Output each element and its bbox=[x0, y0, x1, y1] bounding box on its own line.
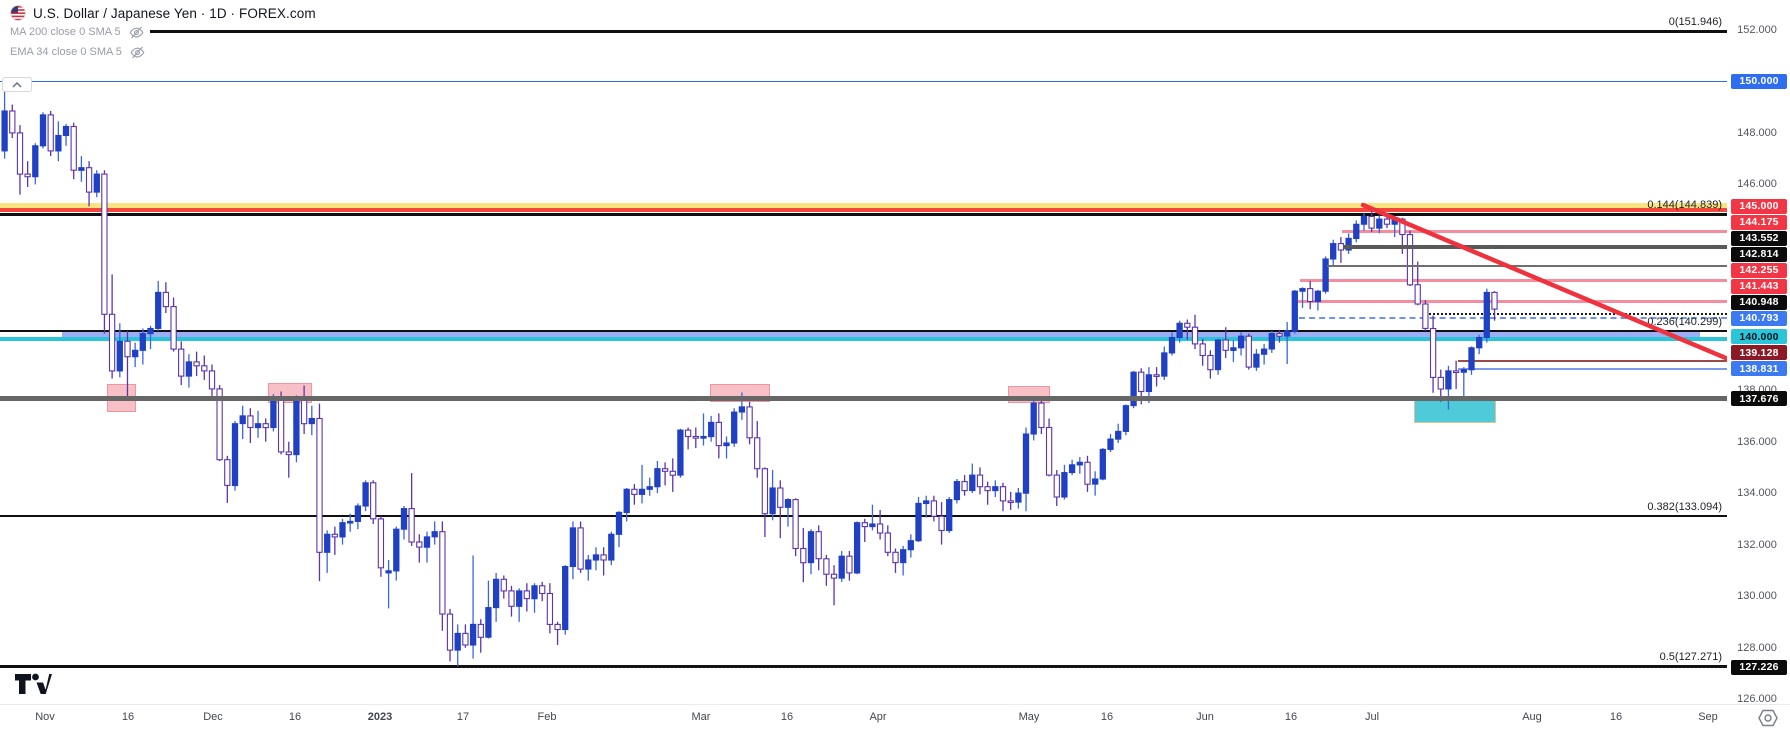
time-tick-16: 16 bbox=[780, 711, 794, 723]
price-tick-132.000: 132.000 bbox=[1737, 538, 1777, 551]
eye-off-icon[interactable] bbox=[130, 45, 145, 60]
price-axis[interactable]: 152.000150.000148.000146.000138.000136.0… bbox=[1727, 0, 1790, 705]
indicator-legend: MA 200 close 0 SMA 5 EMA 34 close 0 SMA 5 bbox=[10, 22, 149, 62]
tradingview-logo[interactable] bbox=[14, 671, 52, 697]
price-label-140.000: 140.000 bbox=[1731, 329, 1787, 345]
price-label-150.000: 150.000 bbox=[1731, 73, 1787, 89]
indicator-label: EMA 34 close 0 SMA 5 bbox=[10, 46, 122, 58]
price-label-137.676: 137.676 bbox=[1731, 391, 1787, 407]
hexagon-dot-icon[interactable] bbox=[1758, 709, 1778, 727]
time-tick-Jun: Jun bbox=[1196, 711, 1214, 723]
symbol-header[interactable]: U.S. Dollar / Japanese Yen · 1D · FOREX.… bbox=[10, 2, 316, 24]
price-tick-146.000: 146.000 bbox=[1737, 178, 1777, 191]
level-line-127.226[interactable] bbox=[457, 666, 1727, 669]
price-label-141.443: 141.443 bbox=[1731, 278, 1787, 294]
price-label-143.552: 143.552 bbox=[1731, 230, 1787, 246]
eye-off-icon[interactable] bbox=[129, 25, 144, 40]
level-line-143.552[interactable] bbox=[1343, 245, 1727, 250]
fib-line-0.382[interactable] bbox=[0, 515, 1727, 518]
us-flag-icon bbox=[10, 5, 26, 21]
level-line-150.000[interactable] bbox=[0, 80, 1727, 83]
time-axis[interactable]: Nov 16 Dec 16 2023 17 Feb Mar 16 Apr May 16 Jun 16 Jul… bbox=[0, 704, 1790, 730]
level-line-145.000[interactable] bbox=[0, 208, 1727, 213]
price-tick-148.000: 148.000 bbox=[1737, 126, 1777, 139]
price-tick-126.000: 126.000 bbox=[1737, 692, 1777, 705]
time-tick-16: 16 bbox=[121, 711, 135, 723]
indicator-row[interactable]: EMA 34 close 0 SMA 5 bbox=[10, 42, 149, 62]
time-tick-17: 17 bbox=[456, 711, 470, 723]
symbol-title: U.S. Dollar / Japanese Yen · 1D · FOREX.… bbox=[33, 5, 316, 21]
time-tick-Nov: Nov bbox=[35, 711, 55, 723]
price-label-142.255: 142.255 bbox=[1731, 262, 1787, 278]
periwinkle-support-band[interactable] bbox=[62, 331, 1700, 339]
price-label-127.226: 127.226 bbox=[1731, 659, 1787, 675]
price-tick-128.000: 128.000 bbox=[1737, 641, 1777, 654]
fib-label-0: 0(151.946) bbox=[1668, 16, 1722, 29]
time-tick-Dec: Dec bbox=[203, 711, 223, 723]
time-tick-2023: 2023 bbox=[367, 711, 393, 723]
level-line-140.000[interactable] bbox=[0, 336, 1727, 341]
time-tick-Feb: Feb bbox=[537, 711, 557, 723]
indicator-row[interactable]: MA 200 close 0 SMA 5 bbox=[10, 22, 148, 42]
fib-label-0.382: 0.382(133.094) bbox=[1647, 501, 1722, 514]
teal-demand-box[interactable] bbox=[1414, 399, 1496, 423]
fib-line-0[interactable] bbox=[150, 30, 1727, 33]
indicator-label: MA 200 close 0 SMA 5 bbox=[10, 26, 121, 38]
chevron-up-icon bbox=[12, 81, 22, 88]
time-tick-Aug: Aug bbox=[1522, 711, 1542, 723]
price-tick-134.000: 134.000 bbox=[1737, 487, 1777, 500]
plot-area[interactable]: 0(151.946) 0.144(144.839) 0.236(140.299) 0.… bbox=[0, 0, 1727, 704]
level-line-139.128[interactable] bbox=[1458, 359, 1727, 363]
time-tick-16: 16 bbox=[1100, 711, 1114, 723]
price-label-140.793: 140.793 bbox=[1731, 310, 1787, 326]
price-tick-136.000: 136.000 bbox=[1737, 435, 1777, 448]
fib-line-0.144[interactable] bbox=[0, 213, 1727, 216]
level-line-138.831[interactable] bbox=[1458, 367, 1727, 371]
time-tick-Mar: Mar bbox=[691, 711, 711, 723]
time-tick-Jul: Jul bbox=[1364, 711, 1380, 723]
candlestick-series bbox=[1, 88, 1498, 668]
time-tick-Apr: Apr bbox=[869, 711, 887, 723]
time-tick-Sep: Sep bbox=[1698, 711, 1718, 723]
fib-line-0.236[interactable] bbox=[0, 329, 1727, 333]
time-tick-16: 16 bbox=[1284, 711, 1298, 723]
yellow-supply-band[interactable] bbox=[0, 203, 1727, 209]
time-tick-16: 16 bbox=[288, 711, 302, 723]
price-tick-130.000: 130.000 bbox=[1737, 590, 1777, 603]
time-tick-16: 16 bbox=[1609, 711, 1623, 723]
price-label-144.175: 144.175 bbox=[1731, 214, 1787, 230]
price-label-142.814: 142.814 bbox=[1731, 246, 1787, 262]
price-label-145.000: 145.000 bbox=[1731, 198, 1787, 214]
level-line-142.814[interactable] bbox=[1327, 265, 1727, 268]
time-tick-May: May bbox=[1018, 711, 1040, 723]
price-label-138.831: 138.831 bbox=[1731, 361, 1787, 377]
level-line-137.676[interactable] bbox=[0, 396, 1727, 401]
fib-label-0.5: 0.5(127.271) bbox=[1659, 651, 1722, 664]
price-label-140.948: 140.948 bbox=[1731, 294, 1787, 310]
price-tick-152.000: 152.000 bbox=[1737, 24, 1777, 36]
collapse-button[interactable] bbox=[2, 77, 32, 92]
price-label-139.128: 139.128 bbox=[1731, 345, 1787, 361]
